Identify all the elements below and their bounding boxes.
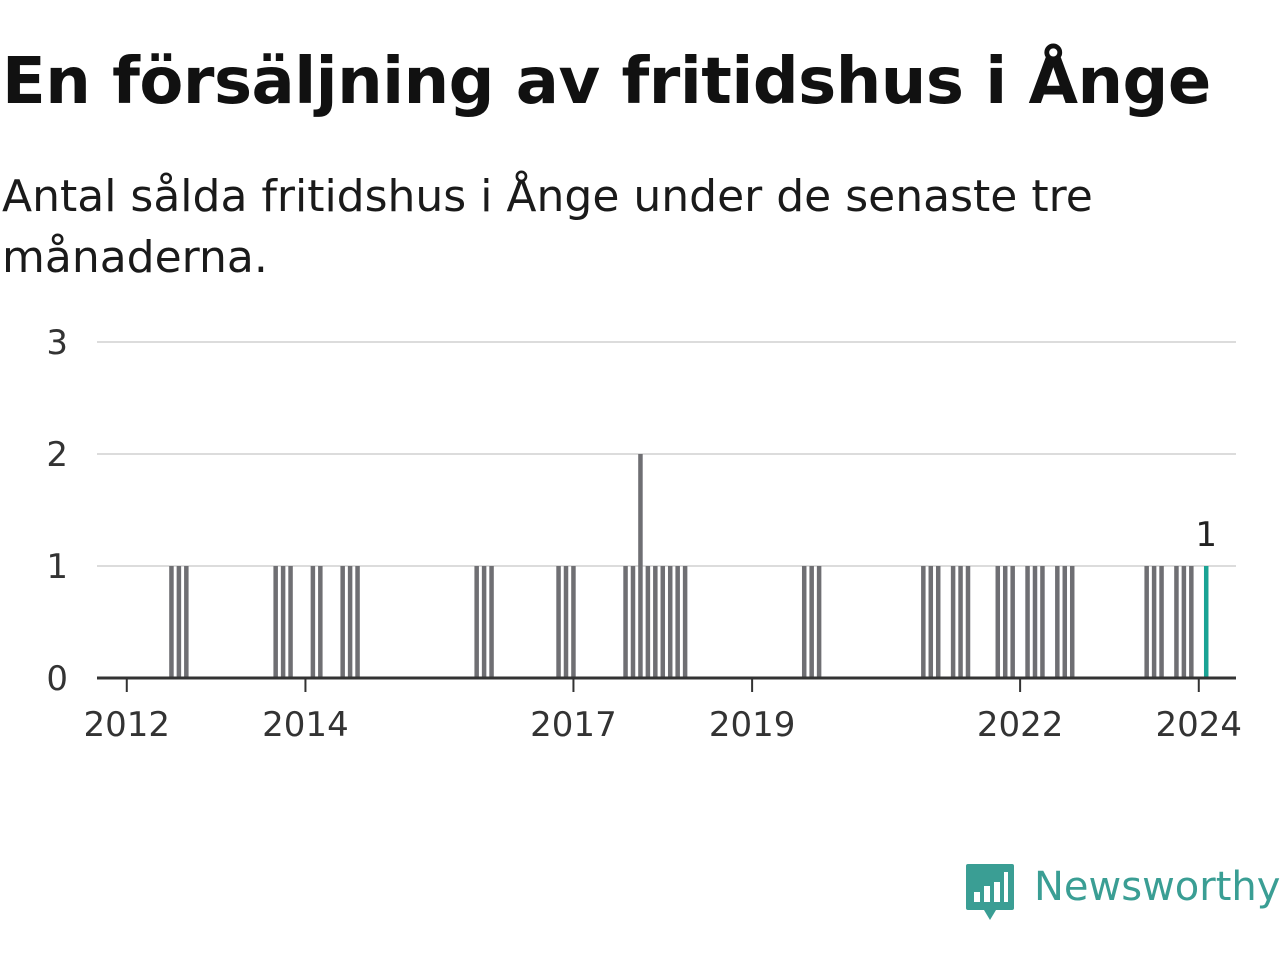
bar [921, 566, 926, 678]
bar [556, 566, 561, 678]
bar-chart: 0 1 2 3 2012 2014 2017 2019 2022 2024 1 [46, 323, 1243, 745]
bar [340, 566, 345, 678]
x-axis: 2012 2014 2017 2019 2022 2024 [84, 676, 1243, 745]
bar [816, 566, 822, 678]
bar [623, 566, 628, 678]
bar [682, 566, 688, 678]
bar [280, 566, 286, 678]
bar [950, 566, 956, 678]
bar [474, 566, 479, 678]
chart-subtitle: Antal sålda fritidshus i Ånge under de s… [2, 171, 1093, 283]
bar [1174, 566, 1179, 678]
chart-title: En försäljning av fritidshus i Ånge [2, 45, 1211, 119]
bar [176, 566, 182, 678]
x-tick-label-2019: 2019 [709, 705, 796, 745]
x-tick-label-2024: 2024 [1156, 705, 1243, 745]
bar [935, 566, 941, 678]
bar [1062, 566, 1068, 678]
bar [1181, 566, 1187, 678]
x-tick-label-2012: 2012 [84, 705, 171, 745]
bar [355, 566, 360, 678]
bar [801, 566, 807, 678]
grid-lines [97, 341, 1236, 567]
bar [958, 566, 963, 678]
bar [1151, 566, 1157, 678]
x-tick-label-2017: 2017 [530, 705, 617, 745]
bar [645, 566, 651, 678]
bar [995, 566, 1001, 678]
bar [481, 566, 487, 678]
bar [563, 566, 569, 678]
bar [928, 566, 934, 678]
highlight-bar [1203, 566, 1209, 678]
bar [667, 566, 673, 678]
x-tick-label-2022: 2022 [977, 705, 1064, 745]
bar [1055, 566, 1060, 678]
newsworthy-logo-icon [966, 864, 1014, 920]
y-tick-label-3: 3 [46, 323, 68, 363]
bar [288, 566, 293, 678]
bar [1025, 566, 1030, 678]
bar [1144, 566, 1149, 678]
bar [675, 566, 680, 678]
value-labels: 1 [1195, 515, 1217, 555]
bar [638, 454, 643, 678]
x-tick-label-2014: 2014 [262, 705, 349, 745]
bar [630, 566, 636, 678]
bar [310, 566, 316, 678]
bars [169, 454, 1209, 678]
bar [965, 566, 971, 678]
bar [1032, 566, 1038, 678]
brand-name: Newsworthy [1034, 864, 1280, 910]
bar [318, 566, 323, 678]
bar [1159, 566, 1164, 678]
bar [1002, 566, 1008, 678]
bar [571, 566, 576, 678]
bar [660, 566, 666, 678]
bar [169, 566, 174, 678]
bar [809, 566, 814, 678]
bar [184, 566, 189, 678]
bar [347, 566, 353, 678]
y-tick-label-2: 2 [46, 435, 68, 475]
bar [1040, 566, 1045, 678]
bar [489, 566, 494, 678]
highlight-value-label: 1 [1195, 515, 1217, 555]
bar [273, 566, 278, 678]
y-tick-label-1: 1 [46, 547, 68, 587]
y-tick-label-0: 0 [46, 659, 68, 699]
bar [653, 566, 658, 678]
bar [1010, 566, 1015, 678]
bar [1069, 566, 1075, 678]
bar [1189, 566, 1194, 678]
y-axis-labels: 0 1 2 3 [46, 323, 68, 699]
